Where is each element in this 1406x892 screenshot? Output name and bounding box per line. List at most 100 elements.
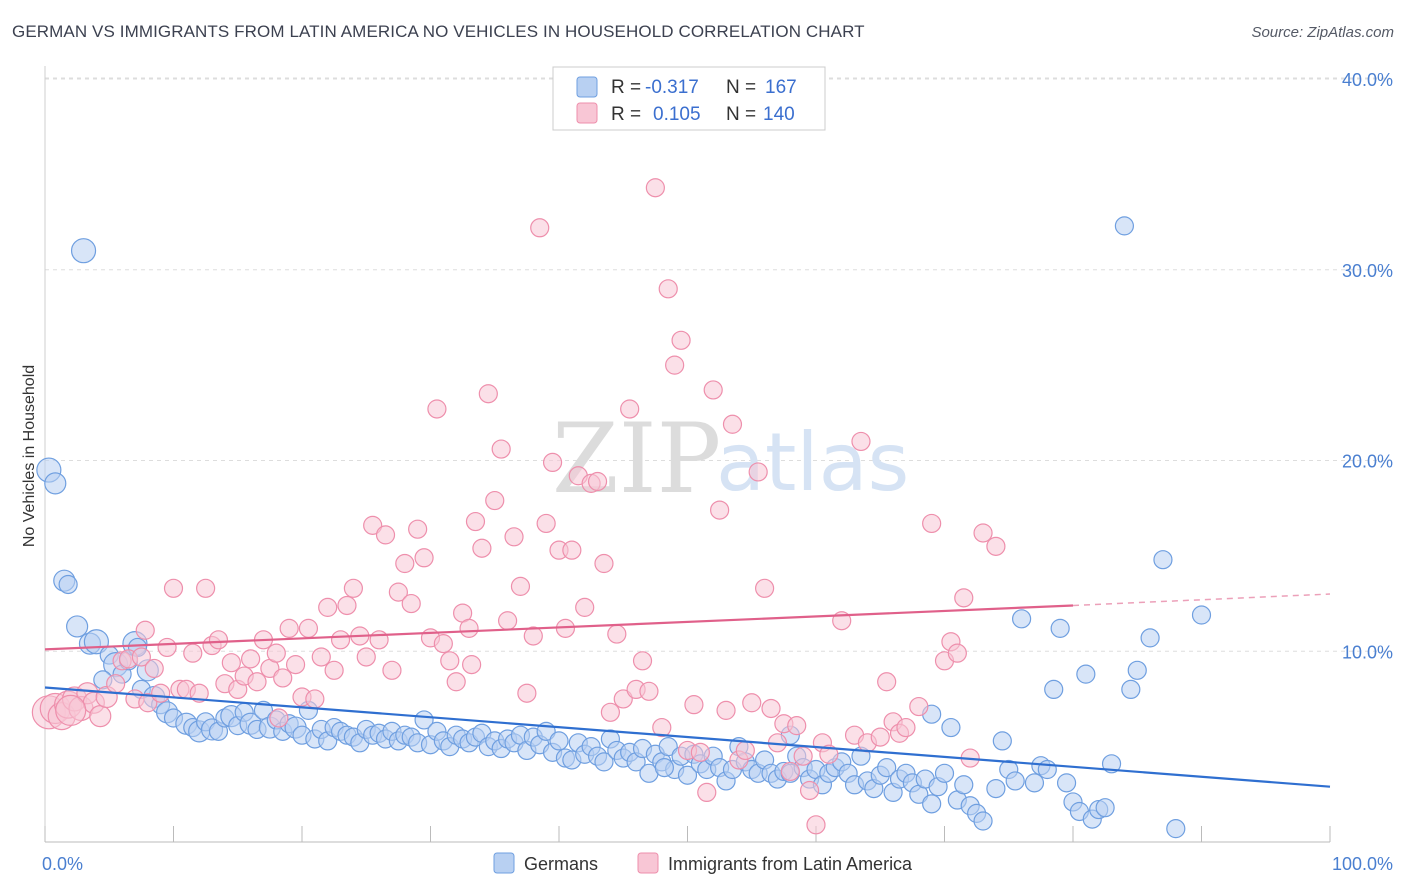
legend-box: R = -0.317 N = 167 R = 0.105 N = 140 <box>552 66 826 131</box>
point-germans-167 <box>1153 550 1173 570</box>
point-germans-168 <box>1166 819 1186 839</box>
point-germans-148 <box>1005 771 1025 791</box>
legend-swatch-blue <box>576 76 598 98</box>
point-germans-154 <box>1050 618 1070 638</box>
point-immigrants-105 <box>716 700 736 720</box>
point-immigrants-136 <box>954 588 974 608</box>
bottom-legend-swatch-pink <box>637 852 659 874</box>
point-germans-161 <box>1095 798 1115 818</box>
point-immigrants-51 <box>369 630 389 650</box>
legend-r-label-2: R = <box>611 104 641 125</box>
point-immigrants-41 <box>305 689 325 709</box>
point-immigrants-112 <box>761 698 781 719</box>
point-immigrants-96 <box>658 279 678 299</box>
point-immigrants-131 <box>909 696 929 717</box>
point-immigrants-58 <box>414 548 434 568</box>
point-germans-152 <box>1037 759 1057 780</box>
point-immigrants-130 <box>896 717 916 738</box>
point-immigrants-19 <box>163 578 184 598</box>
point-germans-163 <box>1114 216 1135 236</box>
point-immigrants-119 <box>806 815 826 835</box>
point-germans-172 <box>941 717 961 738</box>
point-immigrants-26 <box>208 630 229 650</box>
point-immigrants-37 <box>279 618 299 638</box>
point-immigrants-73 <box>510 576 531 596</box>
point-immigrants-46 <box>337 595 357 616</box>
chart-title: GERMAN VS IMMIGRANTS FROM LATIN AMERICA … <box>12 22 865 41</box>
legend-r-value-1: -0.317 <box>645 77 699 98</box>
point-immigrants-94 <box>645 178 665 198</box>
point-immigrants-44 <box>324 660 344 680</box>
point-germans-169 <box>1191 605 1212 625</box>
point-immigrants-10 <box>106 674 126 694</box>
point-immigrants-61 <box>433 634 453 654</box>
point-immigrants-47 <box>343 578 363 598</box>
x-tick-label-1: 100.0% <box>1332 854 1393 874</box>
point-immigrants-74 <box>517 683 537 703</box>
point-germans-155 <box>1056 773 1077 793</box>
point-immigrants-142 <box>135 620 155 640</box>
legend-swatch-pink <box>576 102 598 124</box>
point-immigrants-14 <box>131 647 151 667</box>
bottom-legend-germans: Germans <box>524 854 598 874</box>
point-immigrants-139 <box>986 536 1006 556</box>
point-germans-145 <box>986 778 1006 799</box>
series-immigrants <box>31 178 1006 835</box>
point-immigrants-75 <box>523 626 543 646</box>
point-immigrants-65 <box>459 618 479 638</box>
chart-source: Source: ZipAtlas.com <box>1251 24 1394 41</box>
point-germans-158 <box>1076 664 1096 684</box>
point-immigrants-35 <box>266 643 286 663</box>
point-germans-139 <box>934 763 955 783</box>
bottom-legend: Germans Immigrants from Latin America <box>493 852 913 874</box>
point-germans-1 <box>44 472 67 495</box>
point-immigrants-31 <box>241 649 261 669</box>
point-immigrants-83 <box>575 597 595 617</box>
y-tick-label-1: 20.0% <box>1342 452 1393 472</box>
point-immigrants-17 <box>151 683 171 703</box>
point-immigrants-140 <box>269 708 289 728</box>
point-immigrants-115 <box>780 761 800 782</box>
point-germans-150 <box>1024 773 1045 793</box>
point-immigrants-88 <box>607 624 627 644</box>
point-immigrants-109 <box>742 693 762 713</box>
bottom-legend-immigrants: Immigrants from Latin America <box>668 854 913 874</box>
point-immigrants-110 <box>748 462 768 482</box>
point-immigrants-118 <box>799 780 820 801</box>
point-immigrants-76 <box>530 218 550 238</box>
point-immigrants-66 <box>465 511 486 532</box>
point-germans-146 <box>992 731 1012 751</box>
point-immigrants-56 <box>401 593 421 614</box>
point-immigrants-43 <box>318 597 338 617</box>
point-immigrants-36 <box>273 668 293 688</box>
tick-labels: 10.0% 20.0% 30.0% 40.0% 0.0% 100.0% <box>42 70 1393 874</box>
point-immigrants-143 <box>55 694 87 726</box>
point-immigrants-8 <box>89 705 112 728</box>
point-immigrants-54 <box>388 582 408 602</box>
point-immigrants-85 <box>587 471 608 492</box>
point-immigrants-141 <box>462 655 482 675</box>
point-immigrants-53 <box>382 660 402 680</box>
point-germans-99 <box>677 765 698 785</box>
x-tick-label-0: 0.0% <box>42 854 83 874</box>
point-immigrants-68 <box>478 384 498 404</box>
y-tick-label-2: 30.0% <box>1342 261 1393 281</box>
point-immigrants-86 <box>594 553 614 574</box>
watermark-atlas: atlas <box>716 416 909 509</box>
point-immigrants-63 <box>446 672 466 692</box>
point-immigrants-127 <box>877 672 897 692</box>
point-immigrants-70 <box>491 439 511 459</box>
point-immigrants-103 <box>703 380 723 400</box>
trend-lines <box>44 593 1331 788</box>
point-germans-165 <box>1127 660 1147 680</box>
point-immigrants-60 <box>427 399 447 419</box>
point-germans-86 <box>594 752 614 772</box>
point-immigrants-38 <box>285 655 306 675</box>
point-immigrants-28 <box>221 653 241 673</box>
legend-n-label-2: N = <box>726 104 756 125</box>
point-germans-5 <box>66 615 89 638</box>
trend-line-1 <box>44 604 1074 651</box>
point-germans-166 <box>1140 628 1160 648</box>
y-tick-label-3: 40.0% <box>1342 70 1393 90</box>
